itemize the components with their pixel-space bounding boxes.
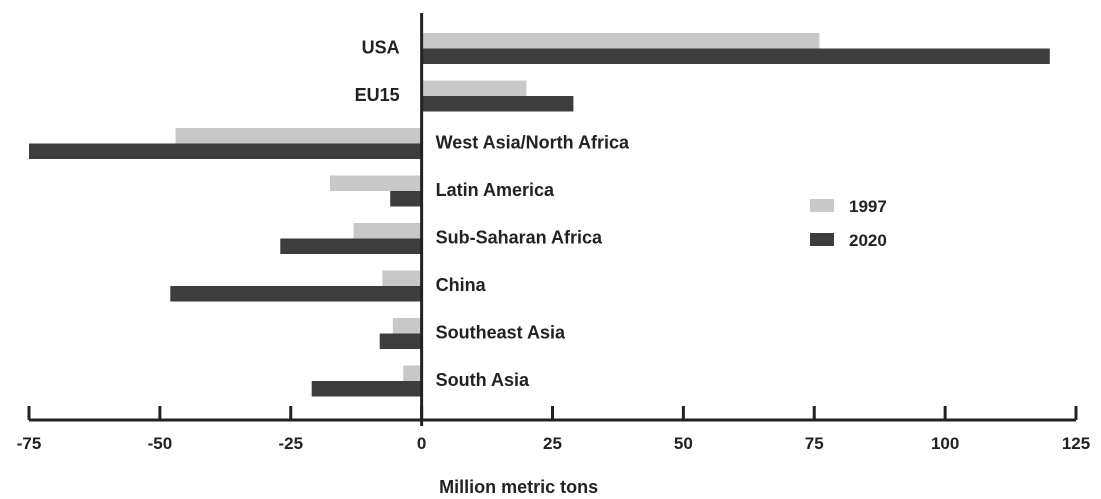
x-axis-title: Million metric tons — [439, 477, 598, 497]
bar-west-asia-north-africa-1997 — [175, 128, 422, 144]
category-label-latin-america: Latin America — [436, 180, 555, 200]
bar-china-1997 — [382, 270, 422, 286]
legend-swatch-2020 — [810, 233, 834, 246]
category-labels: USA EU15 West Asia/North Africa Latin Ameri… — [355, 38, 630, 391]
bar-sub-saharan-africa-2020 — [280, 238, 422, 254]
bar-south-asia-2020 — [311, 381, 422, 397]
bar-south-asia-1997 — [403, 365, 422, 381]
bar-usa-1997 — [421, 33, 820, 49]
category-label-south-asia: South Asia — [436, 370, 530, 390]
legend-label-2020: 2020 — [849, 231, 887, 250]
category-label-china: China — [436, 275, 487, 295]
category-label-usa: USA — [362, 38, 400, 58]
bars-group — [29, 33, 1050, 397]
bar-china-2020 — [170, 286, 422, 302]
x-tick-label: 125 — [1062, 434, 1090, 453]
legend-swatch-1997 — [810, 199, 834, 212]
x-tick-label: 25 — [543, 434, 562, 453]
bar-sub-saharan-africa-1997 — [353, 223, 422, 239]
x-tick-label: 75 — [805, 434, 824, 453]
category-label-eu15: EU15 — [355, 85, 400, 105]
x-tick-label: -75 — [17, 434, 42, 453]
x-tick-label: 50 — [674, 434, 693, 453]
legend-label-1997: 1997 — [849, 197, 887, 216]
legend: 1997 2020 — [810, 197, 887, 250]
x-tick-label: -50 — [148, 434, 173, 453]
x-tick-label: 100 — [931, 434, 959, 453]
bar-west-asia-north-africa-2020 — [29, 143, 422, 159]
category-label-southeast-asia: Southeast Asia — [436, 323, 566, 343]
x-tick-label: 0 — [417, 434, 426, 453]
category-label-sub-saharan-africa: Sub-Saharan Africa — [436, 228, 603, 248]
x-axis-ticks: -75 -50 -25 0 25 50 75 100 125 — [17, 406, 1090, 453]
bar-latin-america-2020 — [390, 191, 422, 207]
bar-southeast-asia-2020 — [379, 333, 422, 349]
bar-eu15-1997 — [421, 80, 527, 96]
category-label-west-asia-north-africa: West Asia/North Africa — [436, 133, 630, 153]
bar-latin-america-1997 — [330, 175, 422, 191]
bar-southeast-asia-1997 — [392, 318, 422, 334]
bar-usa-2020 — [421, 48, 1050, 64]
bar-eu15-2020 — [421, 96, 574, 112]
x-tick-label: -25 — [278, 434, 303, 453]
